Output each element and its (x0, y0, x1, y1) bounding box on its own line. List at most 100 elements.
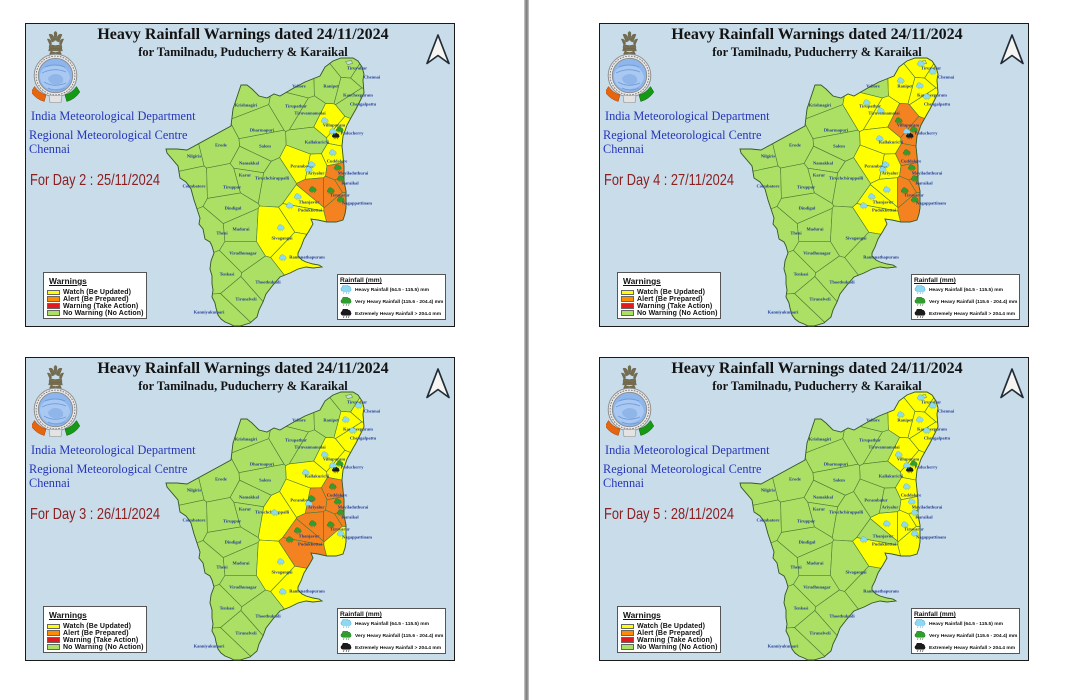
svg-text:Ariyalur: Ariyalur (308, 505, 325, 510)
svg-text:Theni: Theni (790, 231, 802, 236)
svg-text:Kancheepuram: Kancheepuram (343, 427, 373, 432)
svg-text:Karaikal: Karaikal (915, 515, 933, 520)
svg-text:Virudhunagar: Virudhunagar (229, 251, 257, 256)
svg-text:Coimbatore: Coimbatore (183, 184, 206, 189)
svg-text:Mayiladuthurai: Mayiladuthurai (912, 171, 943, 176)
svg-text:Mayiladuthurai: Mayiladuthurai (338, 505, 369, 510)
svg-text:Namakkal: Namakkal (239, 495, 260, 500)
svg-text:Dharmapuri: Dharmapuri (824, 128, 849, 133)
svg-text:Mayiladuthurai: Mayiladuthurai (912, 505, 943, 510)
svg-text:Tenkasi: Tenkasi (220, 272, 236, 277)
svg-text:Tenkasi: Tenkasi (220, 606, 236, 611)
svg-text:Vellore: Vellore (292, 418, 306, 423)
svg-text:Vellore: Vellore (292, 84, 306, 89)
svg-text:Tirupathur: Tirupathur (859, 104, 881, 109)
svg-text:Puducherry: Puducherry (341, 465, 365, 470)
svg-text:Tiruvallur: Tiruvallur (921, 66, 941, 71)
svg-text:Kallakurichi: Kallakurichi (879, 140, 904, 145)
svg-text:Thoothukudi: Thoothukudi (255, 280, 281, 285)
svg-text:Ramanathapuram: Ramanathapuram (863, 589, 899, 594)
svg-text:Chengalpattu: Chengalpattu (924, 102, 951, 107)
svg-text:Coimbatore: Coimbatore (757, 184, 780, 189)
svg-text:Nilgiris: Nilgiris (187, 154, 201, 159)
svg-text:Thanjavur: Thanjavur (873, 534, 894, 539)
svg-text:Kanniyakumari: Kanniyakumari (194, 310, 226, 315)
svg-text:Chennai: Chennai (938, 75, 955, 80)
svg-text:Namakkal: Namakkal (239, 161, 260, 166)
svg-text:Salem: Salem (259, 478, 271, 483)
svg-text:Cuddalore: Cuddalore (901, 159, 921, 164)
svg-text:Tiruvannamalai: Tiruvannamalai (868, 111, 900, 116)
svg-text:Erode: Erode (215, 477, 227, 482)
svg-text:Thanjavur: Thanjavur (873, 200, 894, 205)
svg-text:Karaikal: Karaikal (915, 181, 933, 186)
svg-text:Ranipet: Ranipet (897, 418, 913, 423)
svg-text:Villupuram: Villupuram (323, 123, 346, 128)
svg-text:Karaikal: Karaikal (341, 181, 359, 186)
svg-text:Kallakurichi: Kallakurichi (879, 474, 904, 479)
svg-text:Ariyalur: Ariyalur (882, 171, 899, 176)
svg-text:Kancheepuram: Kancheepuram (343, 93, 373, 98)
svg-text:Tiruvarur: Tiruvarur (904, 527, 924, 532)
svg-text:Puducherry: Puducherry (915, 465, 939, 470)
svg-text:Ariyalur: Ariyalur (308, 171, 325, 176)
svg-text:Thoothukudi: Thoothukudi (255, 614, 281, 619)
svg-text:Theni: Theni (216, 231, 228, 236)
svg-text:Pudukkottai: Pudukkottai (872, 542, 897, 547)
svg-text:Tenkasi: Tenkasi (794, 272, 810, 277)
svg-text:Tirunelveli: Tirunelveli (809, 297, 831, 302)
svg-text:Tiruchchirappalli: Tiruchchirappalli (255, 176, 290, 181)
svg-text:Chengalpattu: Chengalpattu (924, 436, 951, 441)
svg-text:Perambalur: Perambalur (864, 498, 887, 503)
svg-text:Theni: Theni (790, 565, 802, 570)
svg-text:Karur: Karur (813, 173, 825, 178)
svg-text:Theni: Theni (216, 565, 228, 570)
svg-text:Salem: Salem (259, 144, 271, 149)
svg-text:Puducherry: Puducherry (341, 131, 365, 136)
svg-text:Tirupathur: Tirupathur (285, 438, 307, 443)
svg-text:Ranipet: Ranipet (323, 84, 339, 89)
svg-text:Kanniyakumari: Kanniyakumari (768, 310, 800, 315)
svg-text:Dindigul: Dindigul (799, 540, 817, 545)
svg-text:Krishnagiri: Krishnagiri (809, 437, 832, 442)
svg-text:Karur: Karur (813, 507, 825, 512)
svg-text:Vellore: Vellore (866, 418, 880, 423)
svg-text:Kancheepuram: Kancheepuram (917, 93, 947, 98)
svg-text:Madurai: Madurai (232, 227, 250, 232)
svg-text:Cuddalore: Cuddalore (327, 159, 347, 164)
svg-text:Tiruvannamalai: Tiruvannamalai (868, 445, 900, 450)
svg-text:Dharmapuri: Dharmapuri (250, 128, 275, 133)
svg-text:Tiruchchirappalli: Tiruchchirappalli (829, 176, 864, 181)
svg-text:Sivagangai: Sivagangai (845, 236, 867, 241)
svg-text:Tiruvallur: Tiruvallur (921, 400, 941, 405)
svg-text:Kallakurichi: Kallakurichi (305, 474, 330, 479)
svg-text:Puducherry: Puducherry (915, 131, 939, 136)
svg-text:Pudukkottai: Pudukkottai (298, 208, 323, 213)
svg-text:Virudhunagar: Virudhunagar (803, 251, 831, 256)
svg-text:Dindigul: Dindigul (225, 206, 243, 211)
svg-text:Karur: Karur (239, 173, 251, 178)
svg-text:Tiruvallur: Tiruvallur (347, 66, 367, 71)
svg-text:Chengalpattu: Chengalpattu (350, 436, 377, 441)
svg-text:Krishnagiri: Krishnagiri (235, 103, 258, 108)
svg-text:Dharmapuri: Dharmapuri (824, 462, 849, 467)
svg-text:Virudhunagar: Virudhunagar (803, 585, 831, 590)
svg-text:Madurai: Madurai (806, 227, 824, 232)
svg-text:Virudhunagar: Virudhunagar (229, 585, 257, 590)
svg-text:Cuddalore: Cuddalore (327, 493, 347, 498)
svg-text:Kanniyakumari: Kanniyakumari (768, 644, 800, 649)
svg-text:Madurai: Madurai (232, 561, 250, 566)
svg-text:Mayiladuthurai: Mayiladuthurai (338, 171, 369, 176)
svg-text:Thoothukudi: Thoothukudi (829, 614, 855, 619)
svg-text:Tirunelveli: Tirunelveli (235, 631, 257, 636)
svg-text:Tirupathur: Tirupathur (859, 438, 881, 443)
svg-text:Nagappattinam: Nagappattinam (916, 201, 946, 206)
svg-text:Tiruchchirappalli: Tiruchchirappalli (829, 510, 864, 515)
svg-text:Tirunelveli: Tirunelveli (235, 297, 257, 302)
svg-text:Erode: Erode (789, 477, 801, 482)
svg-text:Thoothukudi: Thoothukudi (829, 280, 855, 285)
svg-text:Tiruvarur: Tiruvarur (330, 193, 350, 198)
svg-text:Dindigul: Dindigul (225, 540, 243, 545)
svg-text:Kancheepuram: Kancheepuram (917, 427, 947, 432)
svg-text:Tirunelveli: Tirunelveli (809, 631, 831, 636)
